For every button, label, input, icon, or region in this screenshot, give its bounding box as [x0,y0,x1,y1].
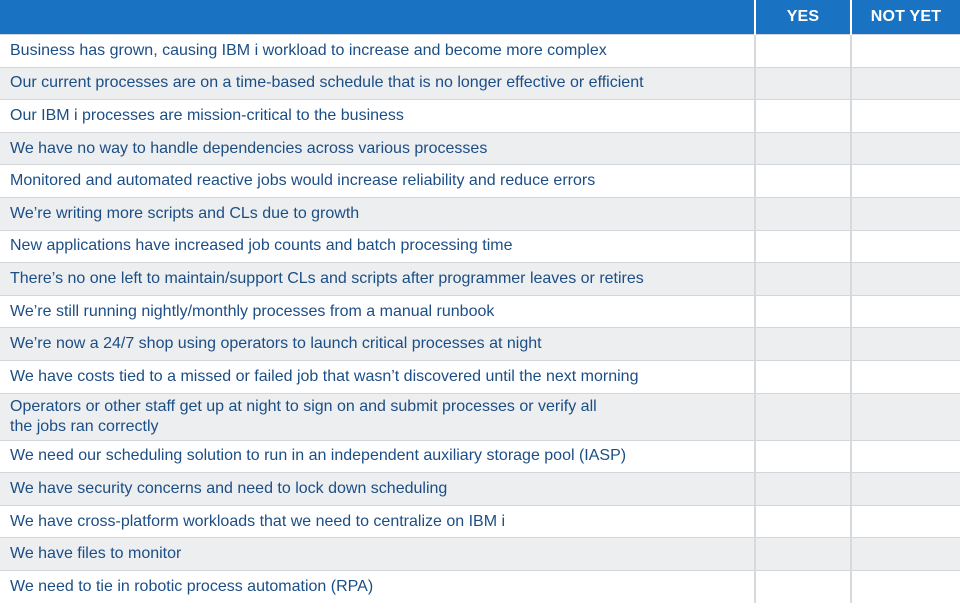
header-row: YES NOT YET [0,0,960,35]
statement-text: We’re writing more scripts and CLs due t… [0,196,755,231]
statement-text: We’re now a 24/7 shop using operators to… [0,327,755,361]
statement-text: We have costs tied to a missed or failed… [0,359,755,394]
not-yet-checkbox-cell[interactable] [850,294,960,328]
table-row: We have cross-platform workloads that we… [0,504,960,538]
yes-checkbox-cell[interactable] [754,262,851,296]
table-row: We have no way to handle dependencies ac… [0,131,960,165]
yes-checkbox-cell[interactable] [754,99,851,133]
yes-checkbox-cell[interactable] [754,504,851,538]
table-row: We have costs tied to a missed or failed… [0,359,960,394]
yes-checkbox-cell[interactable] [754,294,851,328]
statement-text: Our current processes are on a time-base… [0,66,755,100]
not-yet-checkbox-cell[interactable] [850,131,960,165]
yes-column-header: YES [754,0,851,35]
table-row: We’re now a 24/7 shop using operators to… [0,327,960,361]
statement-text: We have cross-platform workloads that we… [0,504,755,538]
not-yet-checkbox-cell[interactable] [850,327,960,361]
statement-text: We have files to monitor [0,537,755,571]
not-yet-checkbox-cell[interactable] [850,34,960,68]
statement-text: We have security concerns and need to lo… [0,472,755,506]
statement-text: New applications have increased job coun… [0,229,755,263]
yes-checkbox-cell[interactable] [754,327,851,361]
table-row: We have security concerns and need to lo… [0,472,960,506]
table-row: Our current processes are on a time-base… [0,66,960,100]
not-yet-checkbox-cell[interactable] [850,537,960,571]
table-row: We need our scheduling solution to run i… [0,439,960,473]
yes-checkbox-cell[interactable] [754,359,851,394]
yes-checkbox-cell[interactable] [754,196,851,231]
yes-checkbox-cell[interactable] [754,34,851,68]
yes-checkbox-cell[interactable] [754,569,851,603]
not-yet-checkbox-cell[interactable] [850,66,960,100]
statement-text: Our IBM i processes are mission-critical… [0,99,755,133]
statement-text: We have no way to handle dependencies ac… [0,131,755,165]
not-yet-checkbox-cell[interactable] [850,569,960,603]
yes-checkbox-cell[interactable] [754,164,851,198]
statement-text: Business has grown, causing IBM i worklo… [0,34,755,68]
not-yet-checkbox-cell[interactable] [850,472,960,506]
table-row: There’s no one left to maintain/support … [0,262,960,296]
not-yet-checkbox-cell[interactable] [850,99,960,133]
table-row: Business has grown, causing IBM i worklo… [0,34,960,68]
yes-checkbox-cell[interactable] [754,229,851,263]
yes-checkbox-cell[interactable] [754,392,851,441]
statement-text: We’re still running nightly/monthly proc… [0,294,755,328]
not-yet-checkbox-cell[interactable] [850,504,960,538]
statement-text: Operators or other staff get up at night… [0,392,755,441]
table-row: New applications have increased job coun… [0,229,960,263]
yes-checkbox-cell[interactable] [754,131,851,165]
not-yet-checkbox-cell[interactable] [850,164,960,198]
table-row: We need to tie in robotic process automa… [0,569,960,603]
statement-text: We need our scheduling solution to run i… [0,439,755,473]
not-yet-checkbox-cell[interactable] [850,262,960,296]
statement-text: Monitored and automated reactive jobs wo… [0,164,755,198]
statement-column-header [0,0,755,35]
table-row: We have files to monitor [0,537,960,571]
yes-checkbox-cell[interactable] [754,439,851,473]
not-yet-checkbox-cell[interactable] [850,439,960,473]
yes-checkbox-cell[interactable] [754,537,851,571]
table-row: Our IBM i processes are mission-critical… [0,99,960,133]
table-row: We’re still running nightly/monthly proc… [0,294,960,328]
table-row: Operators or other staff get up at night… [0,392,960,441]
yes-checkbox-cell[interactable] [754,66,851,100]
not-yet-checkbox-cell[interactable] [850,229,960,263]
table-body: Business has grown, causing IBM i worklo… [0,34,960,603]
table-header: YES NOT YET [0,0,960,35]
statement-text: There’s no one left to maintain/support … [0,262,755,296]
table-row: We’re writing more scripts and CLs due t… [0,196,960,231]
not-yet-checkbox-cell[interactable] [850,196,960,231]
yes-checkbox-cell[interactable] [754,472,851,506]
not-yet-checkbox-cell[interactable] [850,392,960,441]
not-yet-column-header: NOT YET [850,0,960,35]
statement-text: We need to tie in robotic process automa… [0,569,755,603]
table-row: Monitored and automated reactive jobs wo… [0,164,960,198]
not-yet-checkbox-cell[interactable] [850,359,960,394]
